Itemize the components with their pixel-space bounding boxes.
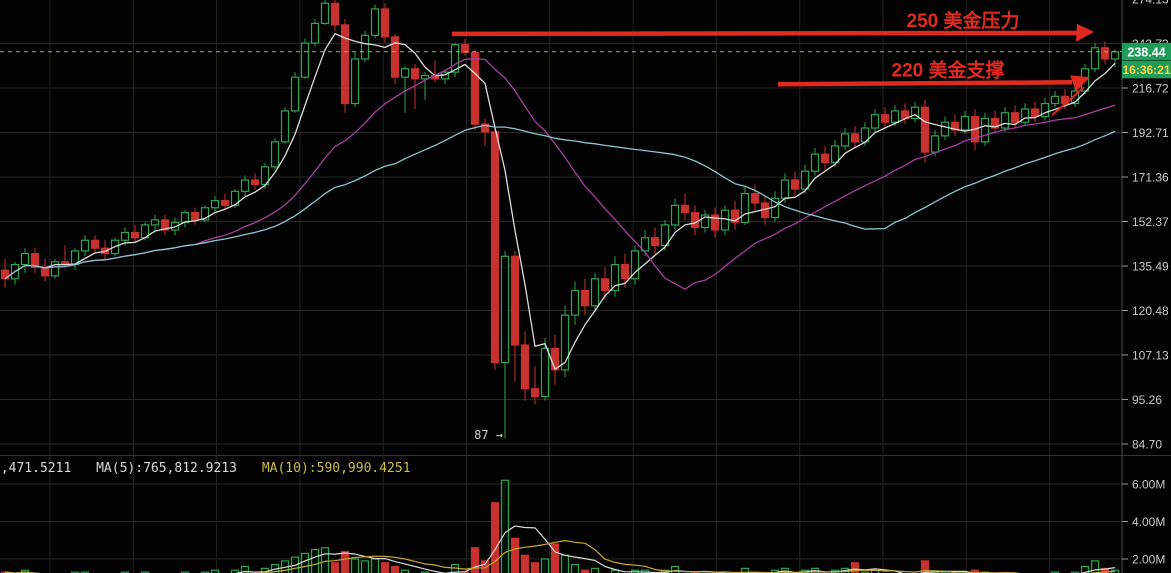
volume-value: 5,471.5211 — [0, 461, 72, 476]
support-arrowhead-icon — [1070, 75, 1090, 92]
resistance-label: 250 美金压力 — [907, 9, 1020, 32]
price-tick-label: 120.48 — [1132, 304, 1169, 318]
support-label: 220 美金支撑 — [892, 58, 1005, 81]
session-low-marker: 87 → — [474, 428, 503, 442]
price-ma-lines — [4, 32, 1116, 370]
volume-tick-label: 4.00M — [1132, 515, 1165, 529]
resistance-line — [451, 30, 1081, 37]
time-badge-bg — [1122, 60, 1171, 79]
support-arrow-stroke — [1051, 86, 1085, 117]
volume-tick-label: 6.00M — [1132, 478, 1165, 492]
last-price-badge: 238.44 16:36:21 — [1122, 42, 1171, 79]
price-tick-label: 107.13 — [1132, 348, 1169, 362]
volume-tick-label: 2.00M — [1132, 553, 1165, 567]
price-tick-label: 95.26 — [1132, 393, 1162, 407]
resistance-arrowhead-icon — [1076, 23, 1094, 42]
last-price-value: 238.44 — [1127, 45, 1165, 59]
volume-ma5-value: MA(5):765,812.9213 — [96, 461, 237, 476]
volume-indicator-row: 5,471.5211 MA(5):765,812.9213 MA(10):590… — [0, 461, 411, 476]
volume-ma-lines — [4, 525, 1116, 573]
hand-drawn-annotations: 250 美金压力 220 美金支撑 87 → — [451, 9, 1094, 442]
price-tick-label: 274.13 — [1132, 0, 1169, 6]
volume-ma10-value: MA(10):590,990.4251 — [261, 461, 411, 476]
last-price-time: 16:36:21 — [1122, 63, 1170, 77]
price-tick-label: 84.70 — [1132, 438, 1162, 452]
support-line — [777, 80, 1073, 87]
price-tick-label: 192.71 — [1132, 126, 1169, 140]
price-badge-bg — [1122, 42, 1171, 61]
price-tick-label: 135.49 — [1132, 259, 1169, 273]
price-tick-label: 171.36 — [1132, 170, 1169, 184]
candlestick-series — [0, 0, 1120, 439]
price-tick-label: 216.72 — [1132, 82, 1169, 96]
price-tick-label: 152.37 — [1132, 215, 1169, 229]
price-axis[interactable]: 274.13243.73216.72192.71171.36152.37135.… — [1121, 0, 1169, 573]
